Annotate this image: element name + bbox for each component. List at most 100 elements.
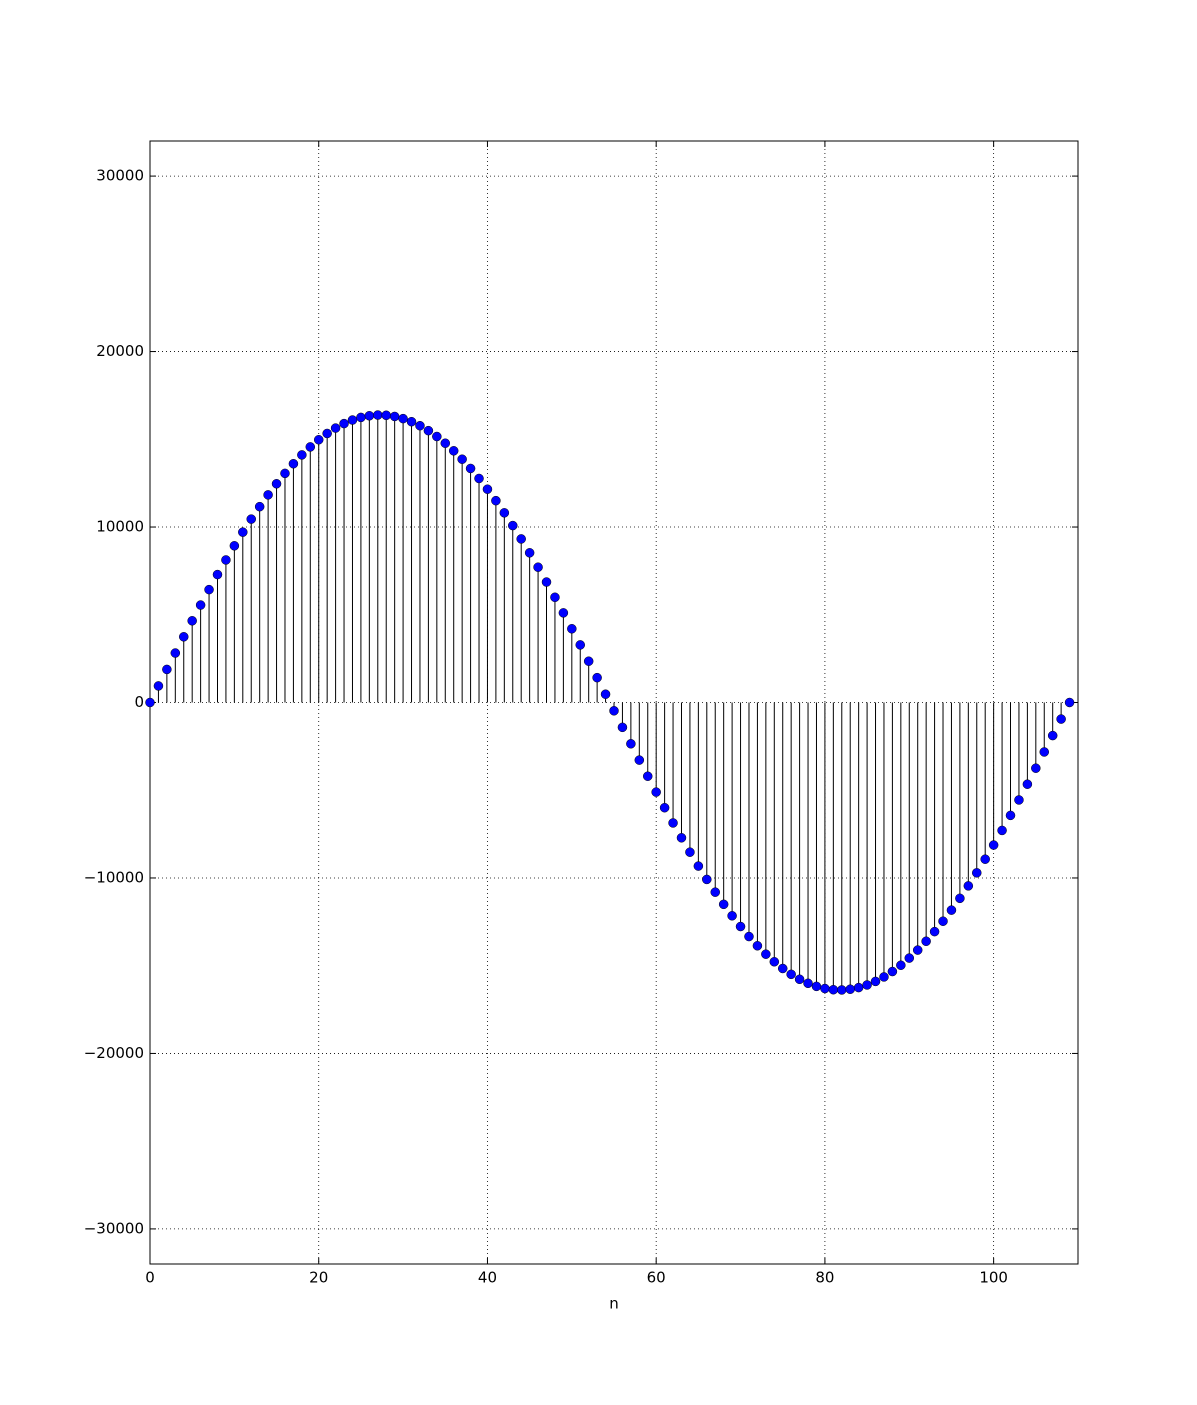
marker [853, 982, 864, 993]
x-tick-label: 60 [647, 1269, 666, 1287]
marker [415, 420, 425, 431]
marker [170, 648, 181, 658]
marker [347, 415, 358, 425]
marker [904, 953, 915, 963]
marker [322, 428, 332, 439]
marker [845, 984, 855, 994]
marker [955, 893, 965, 904]
marker [432, 431, 442, 442]
marker [693, 861, 704, 871]
marker [794, 974, 805, 985]
marker [204, 584, 214, 595]
marker [786, 969, 796, 980]
y-tick-label: 30000 [96, 167, 144, 185]
marker [229, 541, 240, 551]
marker [642, 771, 653, 781]
marker [803, 978, 813, 989]
marker [373, 410, 383, 420]
marker [609, 706, 619, 716]
marker [938, 916, 948, 926]
marker [735, 921, 746, 932]
marker [659, 802, 670, 813]
marker [254, 501, 265, 512]
marker [406, 416, 417, 427]
marker [533, 562, 543, 572]
marker [617, 722, 628, 733]
marker [668, 818, 678, 828]
marker [305, 442, 316, 452]
marker [600, 689, 611, 699]
marker [820, 983, 830, 994]
x-tick-label: 100 [979, 1269, 1008, 1287]
marker [1039, 747, 1050, 757]
y-tick-label: 20000 [96, 342, 144, 360]
marker [440, 438, 451, 448]
x-tick-label: 0 [145, 1269, 155, 1287]
marker [769, 957, 780, 967]
marker [980, 854, 990, 864]
marker [271, 479, 282, 489]
marker [457, 454, 467, 464]
marker [313, 435, 324, 445]
marker [389, 411, 400, 422]
marker [1022, 779, 1033, 789]
marker [752, 941, 763, 951]
marker [491, 495, 501, 506]
marker [567, 624, 577, 634]
marker [178, 632, 189, 642]
marker [508, 520, 518, 531]
marker [524, 548, 535, 558]
marker [887, 966, 898, 977]
marker [837, 985, 847, 995]
marker [744, 931, 754, 942]
marker [1064, 697, 1075, 708]
x-axis-label: n [609, 1295, 619, 1313]
marker [811, 981, 822, 992]
marker [1005, 810, 1016, 821]
marker [997, 825, 1007, 836]
marker [1014, 795, 1024, 805]
marker [626, 739, 636, 749]
marker [1047, 730, 1058, 741]
marker [558, 608, 569, 618]
marker [482, 484, 493, 494]
marker [879, 972, 889, 982]
y-tick-label: −20000 [84, 1044, 144, 1062]
marker [592, 672, 602, 683]
y-tick-label: −10000 [84, 868, 144, 886]
x-tick-label: 40 [478, 1269, 497, 1287]
marker [541, 577, 552, 587]
marker [516, 534, 526, 544]
marker [339, 418, 349, 429]
marker [634, 755, 645, 765]
marker [398, 413, 408, 424]
marker [761, 949, 771, 959]
marker [246, 514, 256, 524]
marker [221, 555, 231, 565]
marker [330, 423, 341, 433]
marker [651, 787, 661, 797]
marker [921, 936, 931, 947]
marker [676, 833, 687, 843]
marker [550, 592, 560, 603]
marker [963, 881, 974, 891]
y-tick-label: 10000 [96, 518, 144, 536]
marker [583, 656, 594, 666]
x-tick-label: 80 [815, 1269, 834, 1287]
marker [929, 926, 940, 937]
marker [828, 984, 839, 995]
marker [727, 911, 737, 921]
marker [356, 412, 366, 423]
marker [474, 473, 484, 484]
marker [280, 468, 290, 479]
marker [870, 976, 881, 987]
marker [685, 847, 695, 857]
marker [423, 425, 434, 436]
marker [702, 874, 712, 885]
marker [145, 697, 155, 708]
marker [499, 508, 510, 518]
marker [988, 840, 999, 850]
y-tick-label: −30000 [84, 1219, 144, 1237]
